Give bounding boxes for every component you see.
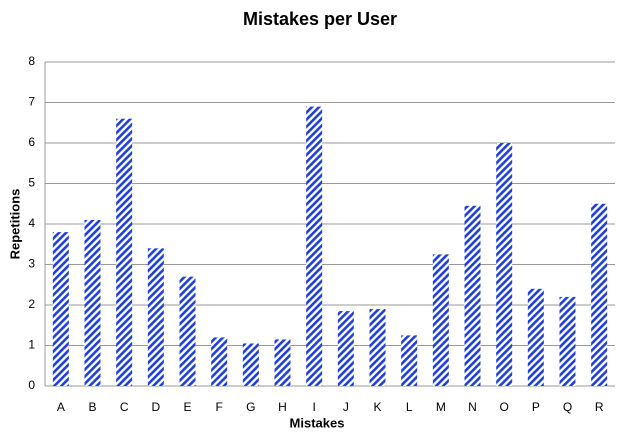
bar — [496, 143, 513, 386]
bar — [211, 337, 228, 386]
y-tick-label: 5 — [28, 176, 35, 190]
y-tick-label: 4 — [28, 216, 35, 230]
x-tick-label: E — [183, 400, 191, 414]
bar — [116, 118, 133, 386]
x-tick-label: O — [499, 400, 508, 414]
chart-title: Mistakes per User — [243, 9, 397, 29]
y-tick-label: 1 — [28, 338, 35, 352]
bar — [559, 296, 576, 386]
bar — [274, 339, 291, 386]
x-tick-label: M — [436, 400, 446, 414]
y-tick-label: 3 — [28, 257, 35, 271]
x-tick-label: G — [246, 400, 255, 414]
x-tick-label: I — [312, 400, 315, 414]
x-tick-label: Q — [563, 400, 572, 414]
y-tick-label: 7 — [28, 95, 35, 109]
x-axis-title: Mistakes — [290, 415, 345, 430]
bar — [401, 335, 418, 386]
x-tick-label: N — [468, 400, 477, 414]
x-tick-label: D — [151, 400, 160, 414]
y-tick-label: 2 — [28, 297, 35, 311]
x-tick-label: R — [595, 400, 604, 414]
x-tick-label: L — [406, 400, 413, 414]
x-tick-label: K — [373, 400, 381, 414]
bar — [527, 288, 544, 386]
bar — [306, 106, 323, 387]
bar — [369, 309, 386, 386]
x-tick-label: F — [215, 400, 222, 414]
y-tick-label: 6 — [28, 135, 35, 149]
bar — [432, 254, 449, 386]
bar — [464, 205, 481, 386]
bar — [242, 343, 259, 386]
bar — [147, 248, 164, 386]
x-tick-label: A — [57, 400, 65, 414]
bar — [179, 276, 196, 386]
bar — [52, 232, 69, 386]
bar — [591, 203, 608, 386]
x-tick-label: B — [88, 400, 96, 414]
bar — [84, 219, 101, 386]
x-tick-label: P — [532, 400, 540, 414]
y-tick-label: 0 — [28, 378, 35, 392]
bar — [337, 311, 354, 386]
x-tick-label: J — [343, 400, 349, 414]
y-axis-title: Repetitions — [7, 189, 22, 260]
x-tick-label: H — [278, 400, 287, 414]
x-tick-label: C — [120, 400, 129, 414]
y-tick-label: 8 — [28, 54, 35, 68]
